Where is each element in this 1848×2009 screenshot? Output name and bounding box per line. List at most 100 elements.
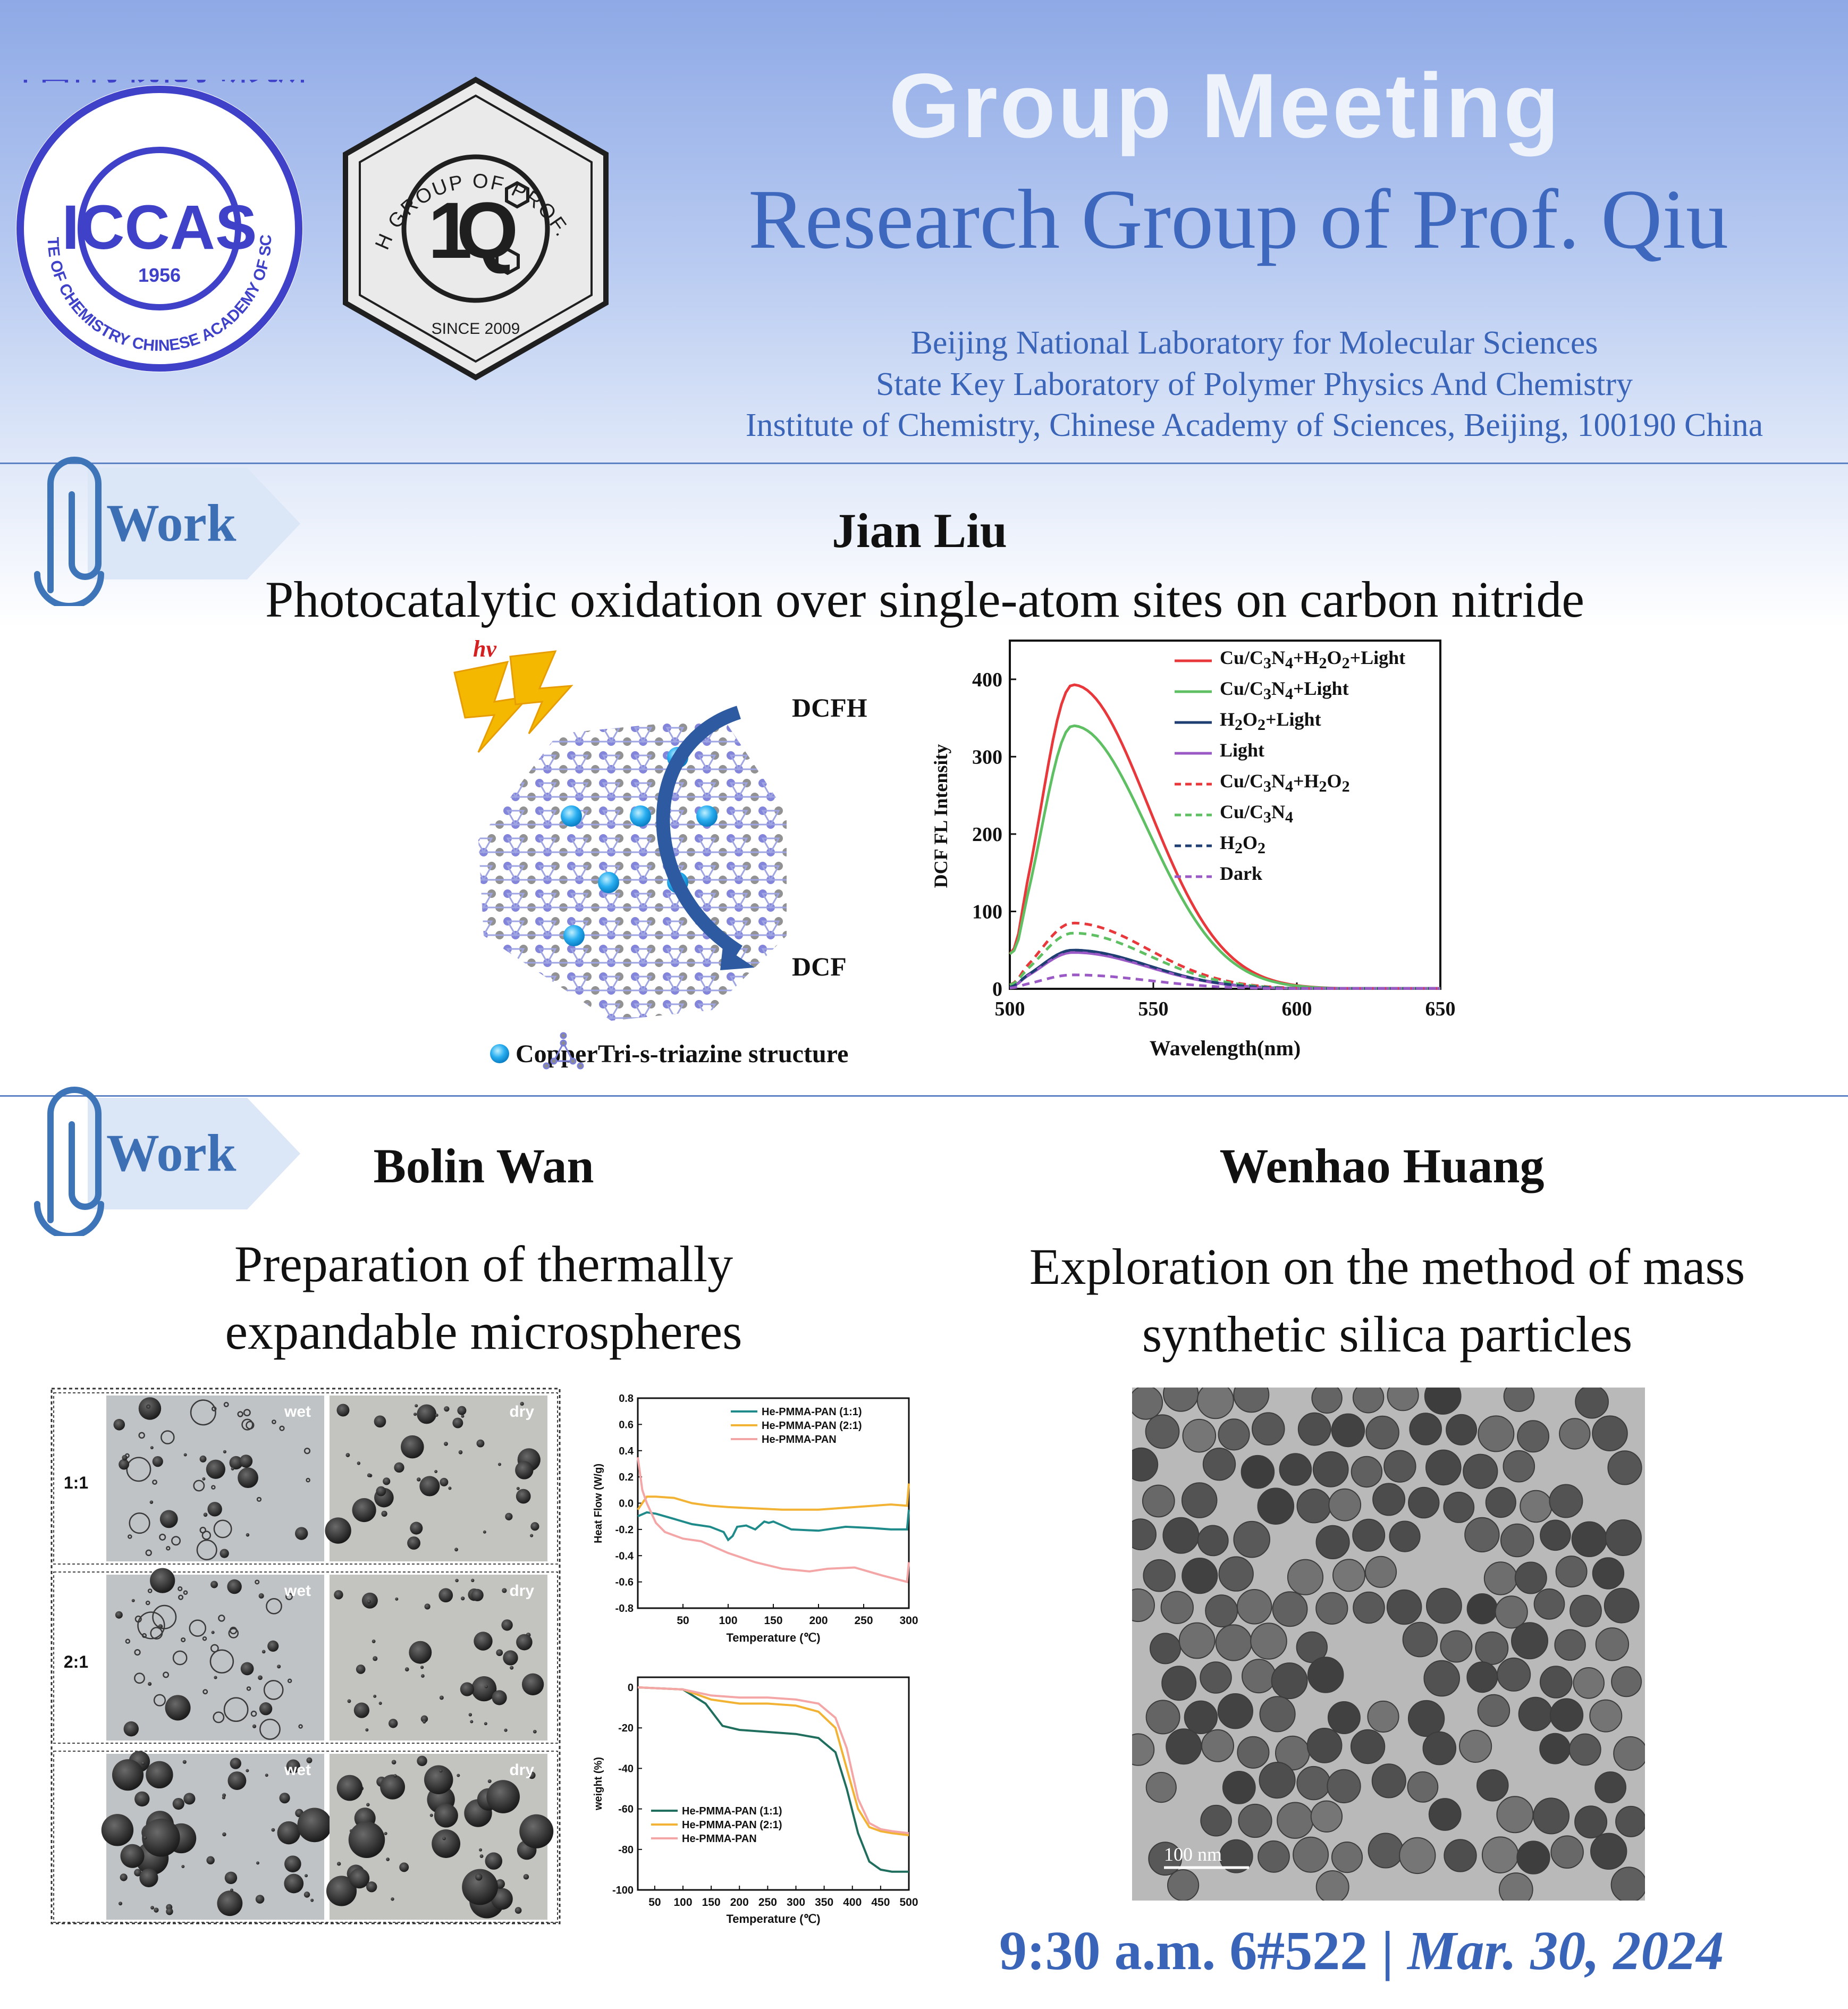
- microsphere: [189, 1619, 207, 1637]
- microsphere: [399, 1862, 409, 1872]
- microsphere: [231, 1467, 234, 1470]
- microsphere: [347, 1699, 351, 1703]
- silica-particle: [1310, 1800, 1343, 1833]
- presenter-bolin-wan: Bolin Wan: [373, 1139, 594, 1193]
- silica-particle: [1218, 1418, 1250, 1451]
- microsphere: [484, 1685, 488, 1688]
- microsphere: [209, 1649, 234, 1674]
- microsphere: [250, 1710, 257, 1717]
- microsphere: [458, 1450, 463, 1455]
- microsphere: [514, 1907, 522, 1914]
- microsphere: [461, 1596, 465, 1601]
- microsphere: [266, 1598, 282, 1615]
- silica-particle: [1315, 1592, 1348, 1625]
- tga-x-axis-label: Temperature (℃): [726, 1912, 820, 1926]
- microsphere: [259, 1702, 273, 1716]
- microsphere: [439, 1769, 443, 1773]
- microsphere: [272, 1419, 276, 1424]
- topic-bolin-wan-line-2: expandable microspheres: [225, 1302, 742, 1360]
- silica-particle: [1182, 1418, 1217, 1453]
- silica-particle: [1350, 1729, 1386, 1764]
- silica-particle: [1595, 1627, 1630, 1661]
- tga-y-tick-label: -60: [618, 1804, 634, 1815]
- silica-particle: [1495, 1595, 1528, 1629]
- tga-x-tick-label: 450: [871, 1896, 890, 1909]
- silica-particle: [1444, 1839, 1477, 1872]
- microsphere: [223, 1401, 229, 1407]
- microsphere: [336, 1775, 363, 1801]
- silica-particle: [1296, 1766, 1331, 1801]
- microsphere: [223, 1450, 226, 1453]
- microsphere: [101, 1814, 134, 1846]
- silica-particle: [1271, 1662, 1308, 1700]
- microsphere: [384, 1831, 387, 1835]
- microsphere: [287, 1678, 292, 1684]
- fl-legend-label: Cu/C3N4+H2O2+Light: [1220, 647, 1406, 673]
- reaction-arrow: [656, 705, 742, 957]
- microsphere: [415, 1404, 418, 1408]
- silica-particle: [1352, 1388, 1385, 1414]
- microsphere: [348, 1821, 385, 1858]
- microsphere: [134, 1869, 142, 1877]
- microsphere: [161, 1430, 175, 1444]
- microsphere: [460, 1682, 475, 1696]
- iccas-logo: 中国科学院化学研究所 INSTITUTE OF CHEMISTRY CHINES…: [11, 80, 308, 372]
- microsphere: [497, 1462, 502, 1466]
- microsphere: [149, 1500, 154, 1504]
- silica-particle: [1197, 1525, 1229, 1557]
- micrograph-wet-label: wet: [284, 1403, 311, 1420]
- microsphere: [502, 1588, 507, 1593]
- microsphere: [484, 1722, 487, 1726]
- microsphere: [286, 1759, 300, 1773]
- fl-x-tick-label: 500: [995, 998, 1025, 1020]
- silica-particle: [1443, 1492, 1475, 1523]
- microsphere: [129, 1512, 150, 1534]
- silica-particle: [1132, 1518, 1157, 1551]
- silica-particle: [1459, 1729, 1492, 1763]
- microsphere: [227, 1771, 247, 1790]
- dsc-x-tick-label: 100: [719, 1615, 737, 1627]
- microsphere: [150, 1446, 154, 1450]
- tga-legend-label: He-PMMA-PAN (2:1): [682, 1819, 782, 1831]
- silica-particle: [1422, 1731, 1457, 1766]
- tga-x-tick-label: 150: [702, 1896, 721, 1909]
- microsphere: [120, 1844, 145, 1868]
- microsphere: [125, 1638, 131, 1644]
- silica-particle: [1477, 1694, 1511, 1727]
- silica-particle: [1466, 1593, 1498, 1625]
- silica-particle: [1258, 1840, 1290, 1873]
- silica-particle: [1236, 1589, 1272, 1625]
- microsphere: [440, 1477, 449, 1486]
- tga-legend-label: He-PMMA-PAN: [682, 1833, 757, 1845]
- silica-particle: [1251, 1412, 1285, 1445]
- silica-particle: [1200, 1804, 1232, 1837]
- silica-particle: [1293, 1836, 1329, 1873]
- dsc-series-line-0: [637, 1509, 910, 1542]
- silica-particle: [1539, 1733, 1571, 1764]
- microsphere: [134, 1672, 145, 1684]
- microsphere: [190, 1399, 216, 1426]
- silica-particle: [1327, 1701, 1361, 1734]
- silica-particle: [1575, 1388, 1609, 1419]
- silica-particle: [1569, 1594, 1602, 1627]
- silica-particle: [1592, 1415, 1628, 1451]
- microsphere: [222, 1796, 225, 1800]
- silica-particle: [1200, 1661, 1232, 1694]
- microsphere: [409, 1641, 432, 1664]
- triazine-legend-icon: [543, 1032, 584, 1070]
- footer-time-place: 9:30 a.m. 6#522 |: [999, 1920, 1408, 1981]
- microsphere: [193, 1480, 205, 1492]
- microsphere: [475, 1873, 483, 1881]
- microsphere: [471, 1578, 475, 1583]
- dsc-x-tick-label: 300: [899, 1615, 918, 1627]
- microsphere: [520, 1401, 524, 1406]
- microsphere: [457, 1406, 467, 1415]
- microsphere: [148, 1682, 152, 1686]
- dcfh-label: DCFH: [792, 693, 867, 722]
- tga-y-tick-label: -80: [618, 1844, 634, 1856]
- tga-x-tick-label: 400: [843, 1896, 862, 1909]
- microsphere: [181, 1864, 185, 1868]
- silica-particle: [1331, 1413, 1365, 1448]
- tga-frame: [637, 1676, 910, 1891]
- silica-particle: [1306, 1728, 1343, 1763]
